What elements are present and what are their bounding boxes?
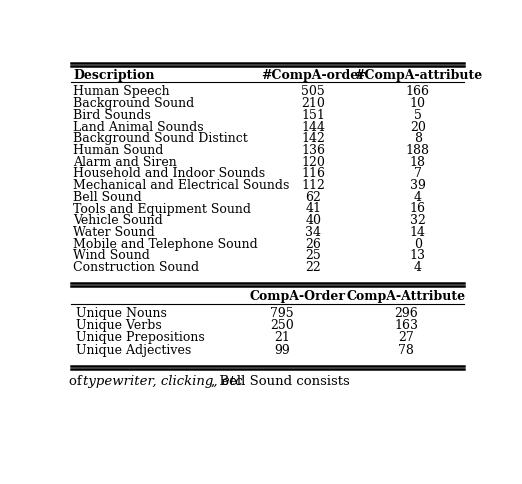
Text: Unique Verbs: Unique Verbs — [76, 319, 162, 332]
Text: Unique Adjectives: Unique Adjectives — [76, 344, 192, 357]
Text: 4: 4 — [414, 261, 422, 274]
Text: 116: 116 — [301, 167, 325, 181]
Text: #CompA-order: #CompA-order — [262, 69, 365, 81]
Text: 144: 144 — [301, 121, 325, 134]
Text: 120: 120 — [301, 156, 325, 169]
Text: 27: 27 — [398, 331, 414, 344]
Text: 40: 40 — [305, 214, 321, 227]
Text: Wind Sound: Wind Sound — [73, 249, 150, 262]
Text: Land Animal Sounds: Land Animal Sounds — [73, 121, 204, 134]
Text: 41: 41 — [305, 202, 321, 215]
Text: 39: 39 — [410, 179, 426, 192]
Text: 25: 25 — [305, 249, 321, 262]
Text: Unique Prepositions: Unique Prepositions — [76, 331, 205, 344]
Text: 0: 0 — [414, 238, 422, 251]
Text: 34: 34 — [305, 226, 321, 239]
Text: Human Speech: Human Speech — [73, 86, 170, 98]
Text: Construction Sound: Construction Sound — [73, 261, 199, 274]
Text: 795: 795 — [270, 306, 294, 319]
Text: 142: 142 — [301, 132, 325, 145]
Text: 7: 7 — [414, 167, 422, 181]
Text: Vehicle Sound: Vehicle Sound — [73, 214, 163, 227]
Text: 14: 14 — [410, 226, 426, 239]
Text: Bell Sound: Bell Sound — [73, 191, 142, 204]
Text: CompA-Attribute: CompA-Attribute — [347, 289, 466, 302]
Text: 151: 151 — [301, 109, 325, 122]
Text: 136: 136 — [301, 144, 325, 157]
Text: 16: 16 — [410, 202, 426, 215]
Text: 21: 21 — [275, 331, 290, 344]
Text: #CompA-attribute: #CompA-attribute — [354, 69, 482, 81]
Text: 188: 188 — [406, 144, 430, 157]
Text: 22: 22 — [305, 261, 321, 274]
Text: 26: 26 — [305, 238, 321, 251]
Text: 4: 4 — [414, 191, 422, 204]
Text: , Bell Sound consists: , Bell Sound consists — [211, 375, 350, 388]
Text: Background Sound Distinct: Background Sound Distinct — [73, 132, 248, 145]
Text: 163: 163 — [394, 319, 418, 332]
Text: Bird Sounds: Bird Sounds — [73, 109, 151, 122]
Text: 10: 10 — [410, 97, 426, 110]
Text: 296: 296 — [395, 306, 418, 319]
Text: 250: 250 — [270, 319, 294, 332]
Text: 99: 99 — [275, 344, 290, 357]
Text: 32: 32 — [410, 214, 426, 227]
Text: 166: 166 — [406, 86, 430, 98]
Text: Water Sound: Water Sound — [73, 226, 155, 239]
Text: Tools and Equipment Sound: Tools and Equipment Sound — [73, 202, 251, 215]
Text: of: of — [69, 375, 86, 388]
Text: 5: 5 — [414, 109, 422, 122]
Text: Description: Description — [73, 69, 155, 81]
Text: 210: 210 — [301, 97, 325, 110]
Text: 78: 78 — [398, 344, 414, 357]
Text: Mechanical and Electrical Sounds: Mechanical and Electrical Sounds — [73, 179, 289, 192]
Text: 20: 20 — [410, 121, 426, 134]
Text: Unique Nouns: Unique Nouns — [76, 306, 167, 319]
Text: 18: 18 — [410, 156, 426, 169]
Text: Background Sound: Background Sound — [73, 97, 194, 110]
Text: Human Sound: Human Sound — [73, 144, 163, 157]
Text: 505: 505 — [301, 86, 325, 98]
Text: Alarm and Siren: Alarm and Siren — [73, 156, 177, 169]
Text: 13: 13 — [410, 249, 426, 262]
Text: Mobile and Telephone Sound: Mobile and Telephone Sound — [73, 238, 258, 251]
Text: 62: 62 — [305, 191, 321, 204]
Text: 8: 8 — [414, 132, 422, 145]
Text: typewriter, clicking, etc: typewriter, clicking, etc — [83, 375, 243, 388]
Text: Household and Indoor Sounds: Household and Indoor Sounds — [73, 167, 265, 181]
Text: 112: 112 — [301, 179, 325, 192]
Text: CompA-Order: CompA-Order — [250, 289, 346, 302]
